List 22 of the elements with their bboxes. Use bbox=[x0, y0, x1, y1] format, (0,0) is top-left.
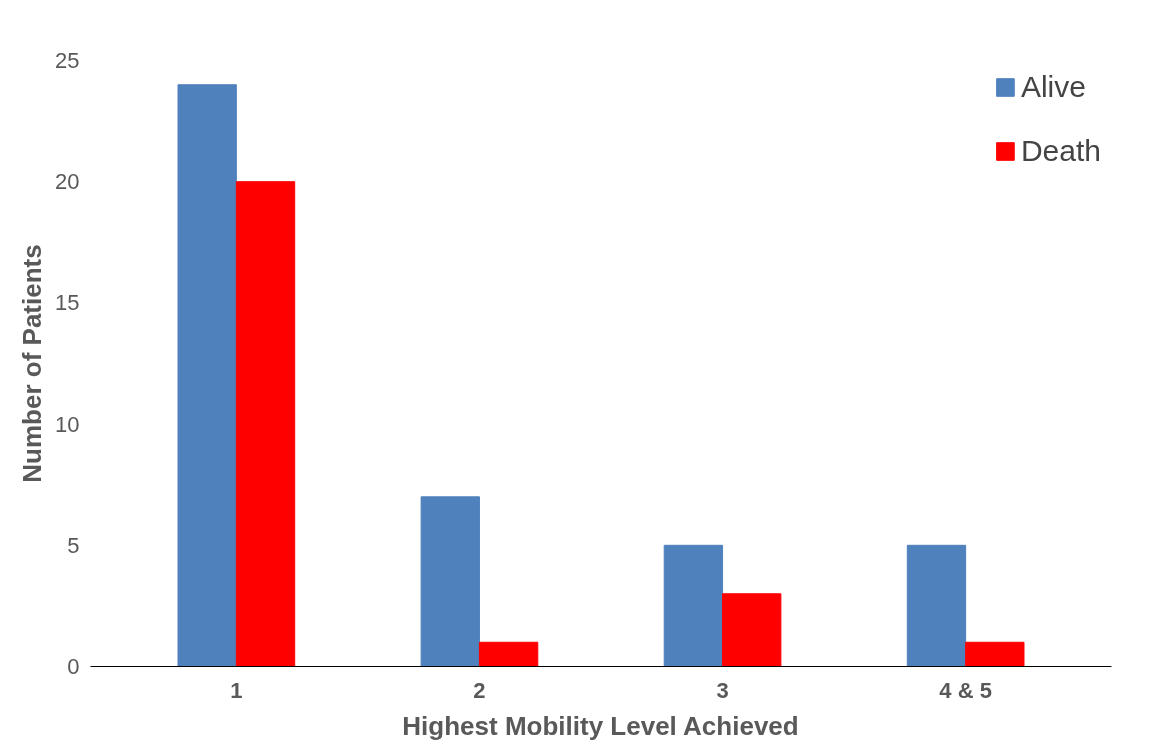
y-tick-label: 25 bbox=[55, 48, 80, 73]
y-axis-title: Number of Patients bbox=[17, 244, 48, 483]
x-tick-label: 2 bbox=[473, 677, 486, 703]
bar bbox=[420, 496, 480, 667]
y-tick-label: 15 bbox=[55, 290, 80, 316]
bar bbox=[235, 181, 296, 667]
x-axis-title: Highest Mobility Level Achieved bbox=[402, 710, 799, 741]
bar bbox=[177, 84, 237, 667]
y-tick-label: 5 bbox=[67, 532, 80, 558]
y-tick-label: 0 bbox=[67, 654, 80, 679]
legend-label: Death bbox=[1020, 134, 1101, 168]
bar bbox=[965, 641, 1025, 667]
y-tick-label: 10 bbox=[55, 411, 80, 437]
bar bbox=[906, 544, 967, 667]
bar bbox=[722, 593, 782, 667]
x-tick-label: 1 bbox=[230, 677, 243, 703]
y-tick-label: 20 bbox=[55, 169, 80, 195]
legend-label: Alive bbox=[1020, 70, 1086, 104]
x-tick-label: 3 bbox=[716, 677, 729, 703]
bar bbox=[478, 641, 539, 667]
bar bbox=[663, 544, 724, 667]
x-tick-label: 4 & 5 bbox=[939, 677, 992, 703]
